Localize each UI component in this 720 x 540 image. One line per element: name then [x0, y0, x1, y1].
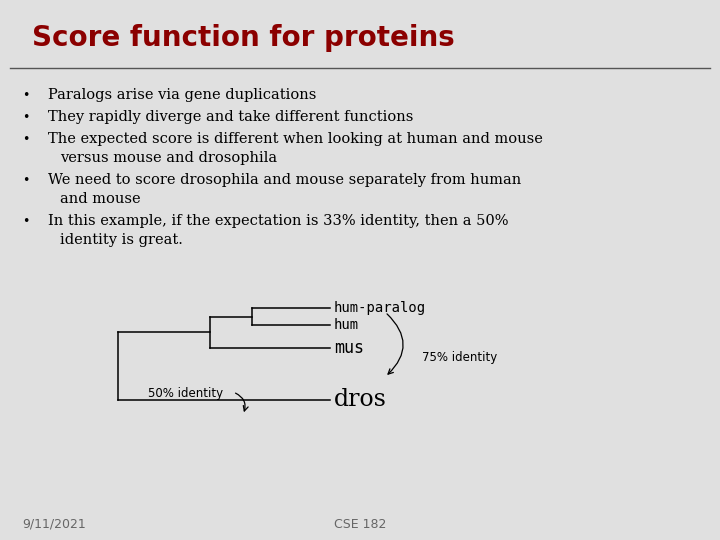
Text: dros: dros [334, 388, 387, 411]
Text: Score function for proteins: Score function for proteins [32, 24, 455, 52]
Text: hum-paralog: hum-paralog [334, 301, 426, 315]
Text: •: • [22, 89, 30, 102]
Text: The expected score is different when looking at human and mouse: The expected score is different when loo… [48, 132, 543, 146]
Text: •: • [22, 111, 30, 124]
Text: CSE 182: CSE 182 [334, 517, 386, 530]
Text: They rapidly diverge and take different functions: They rapidly diverge and take different … [48, 110, 413, 124]
Text: and mouse: and mouse [60, 192, 140, 206]
Text: hum: hum [334, 318, 359, 332]
Text: 75% identity: 75% identity [422, 350, 498, 363]
Text: We need to score drosophila and mouse separately from human: We need to score drosophila and mouse se… [48, 173, 521, 187]
Text: 9/11/2021: 9/11/2021 [22, 517, 86, 530]
FancyArrowPatch shape [235, 393, 248, 411]
Text: versus mouse and drosophila: versus mouse and drosophila [60, 151, 277, 165]
Text: mus: mus [334, 339, 364, 357]
Text: •: • [22, 215, 30, 228]
Text: 50% identity: 50% identity [148, 387, 223, 400]
Text: •: • [22, 133, 30, 146]
Text: identity is great.: identity is great. [60, 233, 183, 247]
FancyArrowPatch shape [387, 314, 403, 374]
Text: Paralogs arise via gene duplications: Paralogs arise via gene duplications [48, 88, 316, 102]
Text: •: • [22, 174, 30, 187]
Text: In this example, if the expectation is 33% identity, then a 50%: In this example, if the expectation is 3… [48, 214, 508, 228]
